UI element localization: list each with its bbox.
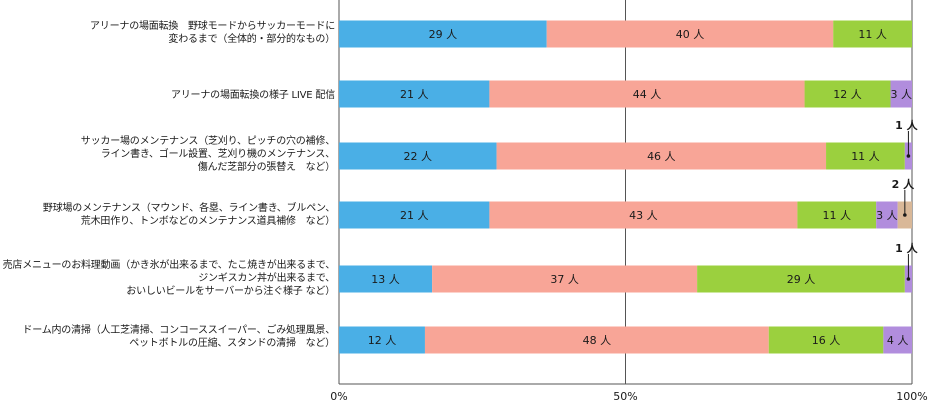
bar-segment-c1-s3 (833, 20, 912, 48)
bar-segment-c2-s1 (339, 80, 490, 108)
category-label-5: 売店メニューのお料理動画（かき氷が出来るまで、たこ焼きが出来るまで、 ジンギスカ… (2, 260, 336, 297)
bar-segment-c4-s3 (797, 201, 877, 229)
bar-value-label-c5-s1: 13 人 (371, 273, 400, 286)
bar-segment-c4-s4 (876, 201, 898, 229)
bar-segment-c5-s2 (432, 265, 698, 293)
callout-dot-2 (903, 213, 907, 217)
x-tick-label-2: 100% (896, 390, 927, 400)
callout-label-3: 1 人 (895, 241, 918, 255)
category-label-1: アリーナの場面転換 野球モードからサッカーモードに 変わるまで（全体的・部分的な… (90, 21, 335, 45)
bar-value-label-c4-s2: 43 人 (629, 209, 658, 222)
bar-value-label-c6-s3: 16 人 (812, 334, 841, 347)
bar-value-label-c3-s1: 22 人 (404, 150, 433, 163)
bar-value-label-c6-s4: 4 人 (887, 334, 909, 347)
category-label-6: ドーム内の清掃（人工芝清掃、コンコーススイーパー、ごみ処理風景、 ペットボトルの… (22, 325, 335, 349)
x-tick-label-1: 50% (613, 390, 637, 400)
bar-value-label-c4-s4: 3 人 (876, 209, 898, 222)
bar-segment-c2-s2 (489, 80, 805, 108)
bar-segment-c2-s4 (890, 80, 912, 108)
bar-segment-c3-s1 (339, 142, 497, 170)
bar-value-label-c5-s2: 37 人 (550, 273, 579, 286)
bar-segment-c2-s3 (804, 80, 891, 108)
category-label-4: 野球場のメンテナンス（マウンド、各塁、ライン書き、ブルペン、 荒木田作り、トンボ… (42, 203, 335, 227)
bar-segment-c6-s2 (424, 326, 769, 354)
callout-dot-1 (906, 154, 911, 158)
bar-value-label-c3-s2: 46 人 (647, 150, 676, 163)
bar-segment-c5-s3 (697, 265, 905, 293)
callout-label-1: 1 人 (895, 118, 918, 132)
bar-segment-c3-s2 (496, 142, 827, 170)
bar-value-label-c6-s1: 12 人 (368, 334, 397, 347)
callout-label-2: 2 人 (892, 177, 915, 191)
bar-value-label-c1-s3: 11 人 (858, 28, 887, 41)
category-label-2: アリーナの場面転換の様子 LIVE 配信 (170, 90, 335, 101)
callout-dot-3 (906, 277, 911, 281)
x-tick-label-0: 0% (330, 390, 347, 400)
bar-value-label-c2-s3: 12 人 (833, 88, 862, 101)
bar-value-label-c1-s1: 29 人 (429, 28, 458, 41)
bar-segment-c1-s1 (339, 20, 547, 48)
bar-value-label-c5-s3: 29 人 (787, 273, 816, 286)
bar-value-label-c2-s4: 3 人 (891, 88, 913, 101)
bar-value-label-c4-s1: 21 人 (400, 209, 429, 222)
bar-segment-c6-s1 (339, 326, 425, 354)
bar-value-label-c4-s3: 11 人 (823, 209, 852, 222)
bar-segment-c3-s3 (826, 142, 905, 170)
bar-segment-c4-s1 (339, 201, 490, 229)
bar-segment-c1-s2 (546, 20, 834, 48)
bar-segment-c5-s1 (339, 265, 433, 293)
bar-value-label-c1-s2: 40 人 (676, 28, 705, 41)
bar-value-label-c2-s1: 21 人 (400, 88, 429, 101)
bar-value-label-c6-s2: 48 人 (583, 334, 612, 347)
bar-segment-c6-s3 (768, 326, 884, 354)
category-label-3: サッカー場のメンテナンス（芝刈り、ピッチの穴の補修、 ライン書き、ゴール設置、芝… (80, 136, 335, 173)
bar-value-label-c2-s2: 44 人 (633, 88, 662, 101)
bar-segment-c4-s2 (489, 201, 798, 229)
bar-value-label-c3-s3: 11 人 (851, 150, 880, 163)
bar-segment-c6-s4 (883, 326, 912, 354)
